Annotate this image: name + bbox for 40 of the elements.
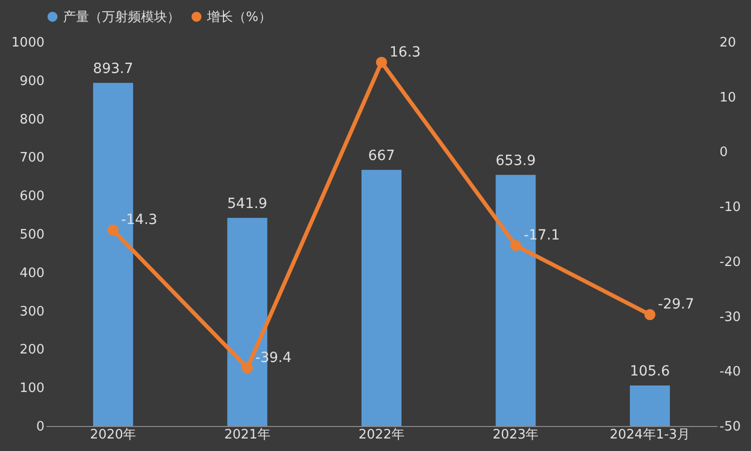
x-tick-label: 2021年 [224,428,270,442]
y2-tick-label: 0 [720,145,728,160]
y2-tick-label: -50 [720,420,741,434]
y-tick-label: 900 [20,74,44,89]
data-label: 16.3 [390,44,421,60]
y-tick-label: 0 [36,420,44,434]
y2-tick-label: -40 [720,364,741,380]
data-label: 653.9 [496,152,536,169]
y-tick-label: 600 [20,189,44,204]
y2-tick-label: -30 [720,310,741,325]
point [644,309,656,320]
y2-tick-label: -10 [720,200,741,216]
data-label: 893.7 [93,60,134,77]
x-tick-label: 2022年 [358,428,405,442]
bar [630,385,670,426]
legend-label: 增长（%） [206,10,272,25]
bar [362,170,402,426]
point [510,240,522,251]
point [108,224,119,236]
y-tick-label: 500 [20,228,44,242]
y-tick-label: 1000 [11,36,44,50]
x-tick-label: 2024年1-3月 [610,428,690,442]
data-label: 541.9 [227,196,268,212]
y-tick-label: 400 [20,266,44,281]
point [242,362,253,374]
y2-tick-label: -20 [720,254,741,270]
x-tick-label: 2020年 [90,428,136,442]
data-label: -29.7 [658,296,694,313]
y-tick-label: 100 [20,381,44,396]
y-tick-label: 700 [20,150,44,166]
y-tick-label: 200 [20,342,44,358]
data-label: 105.6 [630,363,670,380]
y-tick-label: 800 [20,112,44,128]
y2-tick-label: 20 [720,36,736,50]
point [376,56,387,68]
x-tick-label: 2023年 [492,428,539,442]
data-label: 667 [368,148,395,164]
y-tick-label: 300 [20,304,44,320]
legend-label: 产量（万射频模块） [63,10,180,25]
y2-tick-label: 10 [720,90,736,106]
